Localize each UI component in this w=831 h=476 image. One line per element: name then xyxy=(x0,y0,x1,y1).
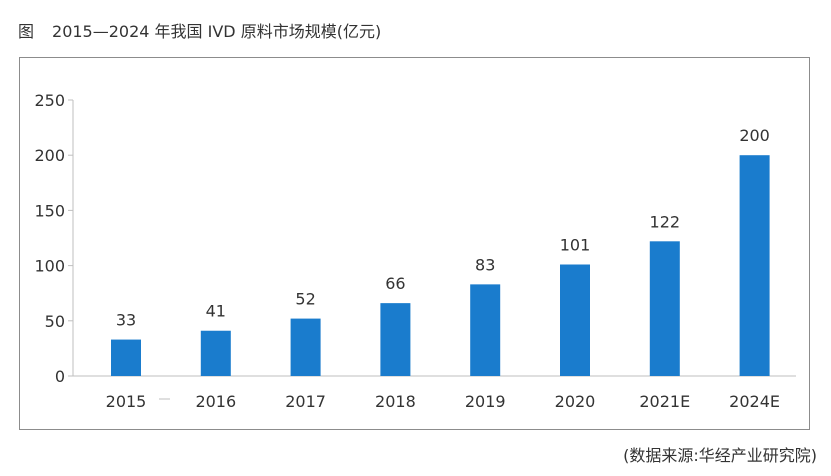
x-tick-label: 2017 xyxy=(285,392,326,411)
figure-label: 图 xyxy=(18,22,35,41)
y-tick-label: 150 xyxy=(34,201,65,220)
bar xyxy=(739,155,770,376)
y-tick-label: 50 xyxy=(45,312,65,331)
bar-value-label: 66 xyxy=(385,274,405,293)
bar-value-label: 122 xyxy=(650,212,681,231)
chart-frame xyxy=(19,57,810,430)
x-tick-label: 2024E xyxy=(729,392,780,411)
y-tick-label: 0 xyxy=(55,367,65,386)
bar-value-label: 83 xyxy=(475,255,495,274)
bar-value-label: 200 xyxy=(739,126,770,145)
bar-value-label: 52 xyxy=(295,290,315,309)
figure-caption: 图 2015—2024 年我国 IVD 原料市场规模(亿元) xyxy=(18,18,381,42)
bar-value-label: 41 xyxy=(206,302,226,321)
x-tick-label: 2019 xyxy=(465,392,506,411)
bar xyxy=(649,241,680,376)
bar xyxy=(380,303,411,376)
bar xyxy=(560,264,590,376)
y-tick-label: 100 xyxy=(34,257,65,276)
y-tick-label: 200 xyxy=(34,146,65,165)
chart-bars xyxy=(111,155,770,376)
x-tick-label: 2015 xyxy=(106,392,147,411)
chart-axes: 0 50 100 150 200 250 xyxy=(34,91,796,400)
bar xyxy=(290,318,321,376)
bar-value-label: 101 xyxy=(560,235,591,254)
figure-title: 2015—2024 年我国 IVD 原料市场规模(亿元) xyxy=(52,22,382,41)
bar xyxy=(111,339,141,376)
bar xyxy=(200,330,231,376)
x-tick-label: 2016 xyxy=(195,392,236,411)
data-source: (数据来源:华经产业研究院) xyxy=(623,446,817,465)
y-tick-label: 250 xyxy=(34,91,65,110)
x-tick-label: 2020 xyxy=(555,392,596,411)
bar xyxy=(470,284,501,376)
bar-value-label: 33 xyxy=(116,311,136,330)
x-tick-label: 2018 xyxy=(375,392,416,411)
x-tick-label: 2021E xyxy=(639,392,690,411)
chart-labels: 33 2015 41 2016 52 2017 66 2018 83 2019 101 2020 122… xyxy=(106,126,780,411)
